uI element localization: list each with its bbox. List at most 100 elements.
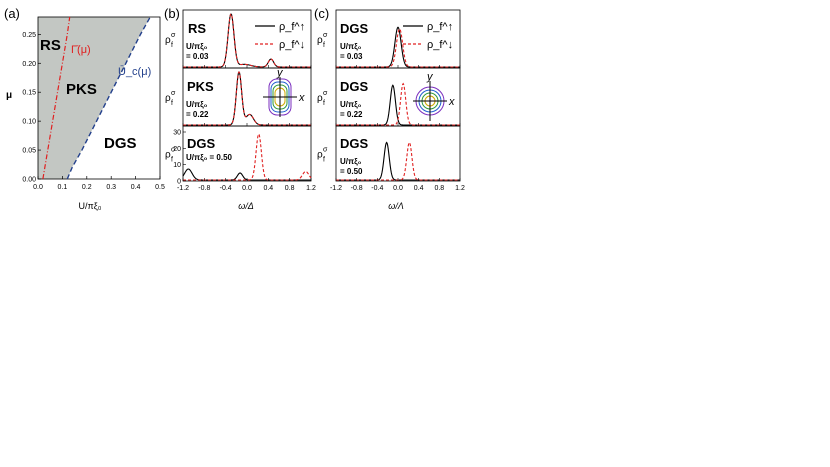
a-x-tick-labels: 0.0 0.1 0.2 0.3 0.4 0.5 <box>33 176 165 191</box>
b3-y-tick-label: 10 <box>173 162 181 169</box>
b1-state-label: RS <box>188 21 206 36</box>
c-x-tick-label: -1.2 <box>330 185 342 192</box>
c-x-tick-label: 1.2 <box>455 185 465 192</box>
c3-u-value: = 0.50 <box>340 167 363 176</box>
c3-y-axis-sub: f <box>323 157 325 164</box>
b1-y-axis-sub: f <box>171 42 173 49</box>
region-label-pks: PKS <box>66 81 97 98</box>
b-legend: ρ_f^↑ ρ_f^↓ <box>255 21 305 51</box>
gamma-bar-label: Γ̄(μ) <box>71 44 91 56</box>
a-x-axis-label: U/πξ₀ <box>79 201 102 211</box>
c3-state-label: DGS <box>340 136 369 151</box>
panel-label-c: (c) <box>314 6 329 21</box>
pks-shaded-region <box>38 17 151 179</box>
a-x-tick-label: 0.1 <box>58 184 68 191</box>
b-legend-down-text: ρ_f^↓ <box>279 39 305 51</box>
c-legend-down-text: ρ_f^↓ <box>427 39 453 51</box>
c3-u-label: U/πξ₀ <box>340 157 362 166</box>
c2-y-axis-label: ρ <box>317 93 323 104</box>
inset-x-label: x <box>448 96 455 108</box>
c-x-tick-label: -0.4 <box>371 185 383 192</box>
c-legend: ρ_f^↑ ρ_f^↓ <box>403 21 453 51</box>
b3-y-tick-label: 20 <box>173 146 181 153</box>
a-x-tick-label: 0.2 <box>82 184 92 191</box>
a-y-tick-labels: 0.00 0.05 0.10 0.15 0.20 0.25 <box>22 32 41 184</box>
c-x-tick-label: 0.8 <box>434 185 444 192</box>
c1-y-axis-label: ρ <box>317 35 323 46</box>
b-x-tick-label: -0.4 <box>220 185 232 192</box>
panel-label-b: (b) <box>164 6 180 21</box>
inset-y-label: y <box>276 67 284 79</box>
c2-u-value: = 0.22 <box>340 110 363 119</box>
c1-y-axis-sup: σ <box>323 32 328 39</box>
c-x-axis-label: ω/Λ <box>388 201 404 211</box>
region-label-dgs: DGS <box>104 135 137 152</box>
b2-state-label: PKS <box>187 79 214 94</box>
a-x-tick-label: 0.5 <box>155 184 165 191</box>
a-y-axis-label: μ <box>6 90 12 101</box>
uc-bar-label: Ū_c(μ) <box>118 66 151 78</box>
b2-u-label: U/πξ₀ <box>186 100 208 109</box>
b3-y-axis-sup: σ <box>171 147 176 154</box>
region-label-rs: RS <box>40 37 61 54</box>
a-x-tick-label: 0.4 <box>131 184 141 191</box>
a-y-tick-label: 0.25 <box>22 32 36 39</box>
c1-u-label: U/πξ₀ <box>340 42 362 51</box>
c1-y-axis-sub: f <box>323 42 325 49</box>
c-legend-up-text: ρ_f^↑ <box>427 21 453 33</box>
b-x-tick-label: 0.4 <box>263 185 273 192</box>
a-y-tick-label: 0.15 <box>22 90 36 97</box>
c-x-tick-label: 0.0 <box>393 185 403 192</box>
c1-u-value: = 0.03 <box>340 52 363 61</box>
b-legend-up-text: ρ_f^↑ <box>279 21 305 33</box>
c2-y-axis-sup: σ <box>323 90 328 97</box>
c3-y-axis-label: ρ <box>317 150 323 161</box>
b-x-axis-label: ω/Δ <box>238 201 254 211</box>
b-x-tick-label: -0.8 <box>198 185 210 192</box>
c2-state-label: DGS <box>340 79 369 94</box>
inset-x-label: x <box>298 92 305 104</box>
inset-y-label: y <box>426 71 434 83</box>
c2-u-label: U/πξ₀ <box>340 100 362 109</box>
c-x-tick-label: -0.8 <box>351 185 363 192</box>
fermi-surface-inset-c: xy <box>413 71 455 121</box>
c2-y-axis-sub: f <box>323 100 325 107</box>
b-x-tick-label: -1.2 <box>177 185 189 192</box>
panel-label-a: (a) <box>4 6 20 21</box>
b3-u-label: U/πξ₀ = 0.50 <box>186 153 233 162</box>
fermi-surface-inset-b: xy <box>263 67 305 117</box>
b2-u-value: = 0.22 <box>186 110 209 119</box>
b3-y-tick-label: 0 <box>177 179 181 186</box>
a-x-tick-label: 0.0 <box>33 184 43 191</box>
b1-y-axis-label: ρ <box>165 35 171 46</box>
uc-bar-curve <box>66 16 151 180</box>
b-x-tick-label: 0.0 <box>242 185 252 192</box>
a-y-tick-label: 0.20 <box>22 61 36 68</box>
b3-y-axis-label: ρ <box>165 150 171 161</box>
b2-y-axis-label: ρ <box>165 93 171 104</box>
b1-u-label: U/πξ₀ <box>186 42 208 51</box>
b3-y-axis-sub: f <box>171 157 173 164</box>
b-x-tick-label: 1.2 <box>306 185 316 192</box>
a-y-tick-label: 0.10 <box>22 119 36 126</box>
spectral-panel-c: ρ σfρ σfρ σf-1.2 -0.8 -0.4 0.0 0.4 0.8 1.2 <box>317 9 465 192</box>
b1-u-value: = 0.03 <box>186 52 209 61</box>
b2-y-axis-sup: σ <box>171 90 176 97</box>
c3-y-axis-sup: σ <box>323 147 328 154</box>
panel-c: (c) ρ σfρ σfρ σf-1.2 -0.8 -0.4 0.0 0.4 0.8 1.2 ω/… <box>314 6 465 211</box>
a-y-tick-label: 0.00 <box>22 177 36 184</box>
b-x-tick-label: 0.8 <box>285 185 295 192</box>
panel-a: (a) 0.0 0.1 0.2 0.3 0.4 0.5 0.000.050.100.150… <box>4 6 165 211</box>
phase-diagram: 0.0 0.1 0.2 0.3 0.4 0.5 0.000.050.100.150.200… <box>22 16 165 191</box>
phase-diagram-frame <box>37 16 161 180</box>
b3-y-tick-label: 30 <box>173 130 181 137</box>
c1-state-label: DGS <box>340 21 369 36</box>
b2-y-axis-sub: f <box>171 100 173 107</box>
c-x-tick-label: 0.4 <box>414 185 424 192</box>
a-y-tick-label: 0.05 <box>22 148 36 155</box>
b3-state-label: DGS <box>187 136 216 151</box>
a-x-tick-label: 0.3 <box>106 184 116 191</box>
